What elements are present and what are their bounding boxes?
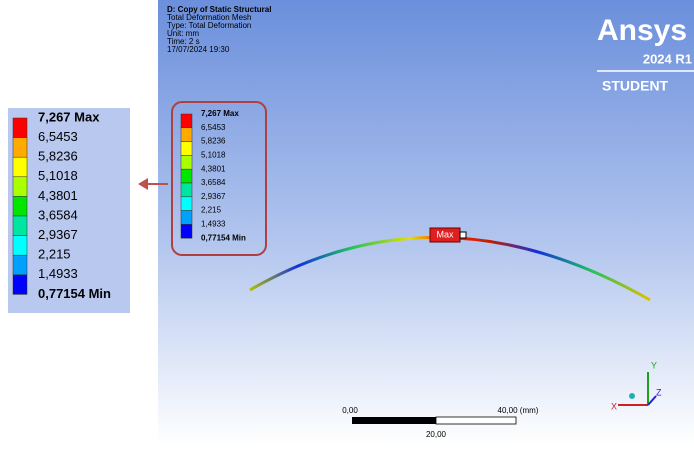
- legend-band: [13, 216, 27, 236]
- probe-point: [460, 232, 466, 238]
- legend-band: [181, 128, 192, 142]
- legend-label: 0,77154 Min: [201, 233, 246, 242]
- legend-label: 5,8236: [38, 149, 78, 164]
- legend-label: 7,267 Max: [38, 109, 100, 124]
- legend-label: 5,8236: [201, 137, 226, 146]
- legend-band: [13, 275, 27, 295]
- legend-band: [181, 142, 192, 156]
- legend-band: [13, 255, 27, 275]
- legend-label: 3,6584: [201, 178, 226, 187]
- arrow-head: [138, 178, 148, 190]
- legend-label: 5,1018: [38, 168, 78, 183]
- triad-x: X: [611, 401, 617, 411]
- legend-label: 5,1018: [201, 151, 226, 160]
- legend-label: 0,77154 Min: [38, 286, 111, 301]
- legend-label: 1,4933: [38, 266, 78, 281]
- screenshot: D: Copy of Static StructuralTotal Deform…: [0, 0, 694, 445]
- scale-bar-light: [436, 417, 516, 424]
- scale-middle: 20,00: [426, 430, 447, 439]
- legend-label: 7,267 Max: [201, 109, 239, 118]
- triad-y: Y: [651, 360, 657, 370]
- legend-band: [181, 224, 192, 238]
- legend-band: [181, 155, 192, 169]
- triad-z: Z: [656, 387, 662, 397]
- legend-band: [181, 183, 192, 197]
- legend-band: [13, 157, 27, 177]
- legend-band: [13, 177, 27, 197]
- brand-name: Ansys: [597, 14, 687, 47]
- probe-label: Max: [436, 229, 454, 239]
- legend-band: [13, 196, 27, 216]
- scale-right: 40,00 (mm): [498, 406, 539, 415]
- brand-version: 2024 R1: [643, 51, 692, 66]
- legend-label: 2,9367: [201, 192, 226, 201]
- legend-label: 3,6584: [38, 207, 78, 222]
- legend-label: 6,5453: [201, 123, 226, 132]
- legend-band: [13, 236, 27, 256]
- legend-label: 6,5453: [38, 129, 78, 144]
- legend-band: [181, 169, 192, 183]
- legend-band: [181, 211, 192, 225]
- legend-label: 4,3801: [201, 164, 226, 173]
- scale-left: 0,00: [342, 406, 358, 415]
- viewport: [158, 0, 694, 445]
- legend-label: 1,4933: [201, 220, 226, 229]
- legend-band: [13, 118, 27, 138]
- header-line: 17/07/2024 19:30: [167, 45, 230, 54]
- legend-band: [181, 114, 192, 128]
- brand-edition: STUDENT: [602, 78, 669, 94]
- triad-marker: [629, 393, 635, 399]
- legend-band: [181, 197, 192, 211]
- legend-label: 2,215: [201, 206, 222, 215]
- legend-label: 2,215: [38, 247, 71, 262]
- scale-bar-dark: [352, 417, 436, 424]
- legend-label: 2,9367: [38, 227, 78, 242]
- legend-label: 4,3801: [38, 188, 78, 203]
- legend-band: [13, 138, 27, 158]
